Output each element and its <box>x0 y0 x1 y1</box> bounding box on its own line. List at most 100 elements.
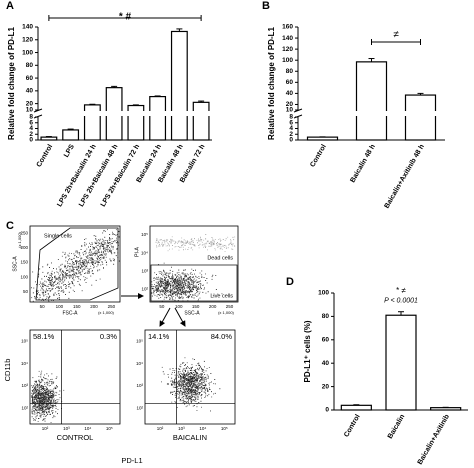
event-dot <box>38 376 40 377</box>
event-dot <box>96 257 98 259</box>
event-dot <box>199 381 200 383</box>
event-dot <box>191 290 193 292</box>
y-tick-label: 10³ <box>136 383 143 388</box>
event-dot <box>88 261 89 263</box>
event-dot <box>164 280 166 282</box>
event-dot <box>203 381 205 382</box>
event-dot <box>72 267 74 269</box>
event-dot <box>180 286 182 288</box>
event-dot <box>173 381 175 382</box>
event-dot <box>47 408 49 410</box>
event-dot <box>165 273 166 275</box>
event-dot <box>79 252 81 254</box>
event-dot <box>185 269 186 271</box>
event-dot <box>46 285 48 287</box>
event-dot <box>97 259 99 261</box>
event-dot <box>198 385 199 387</box>
event-dot <box>59 281 61 283</box>
event-dot <box>178 296 180 298</box>
event-dot <box>185 374 187 376</box>
event-dot <box>33 397 35 399</box>
y-tick-label: 100 <box>318 290 329 297</box>
event-dot <box>206 243 208 245</box>
event-dot <box>188 373 190 375</box>
event-dot <box>96 253 98 255</box>
event-dot <box>39 405 40 406</box>
event-dot <box>91 262 93 264</box>
event-dot <box>43 391 44 393</box>
event-dot <box>191 387 193 389</box>
event-dot <box>189 380 190 382</box>
event-dot <box>181 293 183 295</box>
event-dot <box>191 282 193 284</box>
event-dot <box>178 292 179 294</box>
event-dot <box>190 241 192 242</box>
event-dot <box>95 253 97 255</box>
event-dot <box>38 398 40 400</box>
event-dot <box>208 384 210 386</box>
event-dot <box>37 394 39 395</box>
event-dot <box>60 286 62 288</box>
event-dot <box>201 377 202 378</box>
event-dot <box>175 294 177 296</box>
event-dot <box>212 242 214 244</box>
event-dot <box>167 294 169 296</box>
event-dot <box>187 374 189 376</box>
event-dot <box>73 268 74 270</box>
event-dot <box>111 243 113 245</box>
event-dot <box>73 279 75 281</box>
event-dot <box>32 390 33 392</box>
event-dot <box>49 288 51 289</box>
event-dot <box>181 287 183 289</box>
event-dot <box>76 269 78 270</box>
event-dot <box>195 387 197 389</box>
event-dot <box>98 249 100 251</box>
event-dot <box>198 277 200 279</box>
event-dot <box>31 297 33 299</box>
y-tick-label: 120 <box>282 46 293 53</box>
event-dot <box>199 288 201 290</box>
event-dot <box>191 389 192 391</box>
event-dot <box>189 283 190 284</box>
event-dot <box>62 281 64 283</box>
event-dot <box>42 407 44 409</box>
event-dot <box>181 244 182 246</box>
event-dot <box>100 258 102 260</box>
event-dot <box>43 399 45 400</box>
event-dot <box>167 287 169 288</box>
event-dot <box>188 291 189 293</box>
event-dot <box>197 387 199 389</box>
event-dot <box>59 390 61 392</box>
event-dot <box>199 244 201 246</box>
event-dot <box>41 393 42 395</box>
event-dot <box>51 393 52 394</box>
event-dot <box>172 279 174 281</box>
event-dot <box>42 289 44 291</box>
event-dot <box>38 412 40 414</box>
x-tick-label: Control <box>309 143 328 168</box>
event-dot <box>70 266 72 267</box>
event-dot <box>181 397 183 399</box>
event-dot <box>98 256 100 258</box>
error-bar <box>111 85 118 88</box>
event-dot <box>185 378 187 380</box>
event-dot <box>36 391 38 393</box>
event-dot <box>177 382 179 384</box>
event-dot <box>184 276 185 278</box>
event-dot <box>88 262 90 264</box>
event-dot <box>195 276 197 278</box>
event-dot <box>63 271 64 273</box>
event-dot <box>80 267 82 269</box>
event-dot <box>189 379 191 381</box>
event-dot <box>187 376 189 378</box>
event-dot <box>187 285 189 286</box>
event-dot <box>99 240 101 242</box>
event-dot <box>175 288 177 290</box>
event-dot <box>171 283 173 285</box>
event-dot <box>205 380 207 382</box>
event-dot <box>52 405 54 407</box>
y-tick-label: 2 <box>289 131 293 138</box>
event-dot <box>38 403 40 405</box>
event-dot <box>219 238 221 240</box>
event-dot <box>35 410 37 412</box>
